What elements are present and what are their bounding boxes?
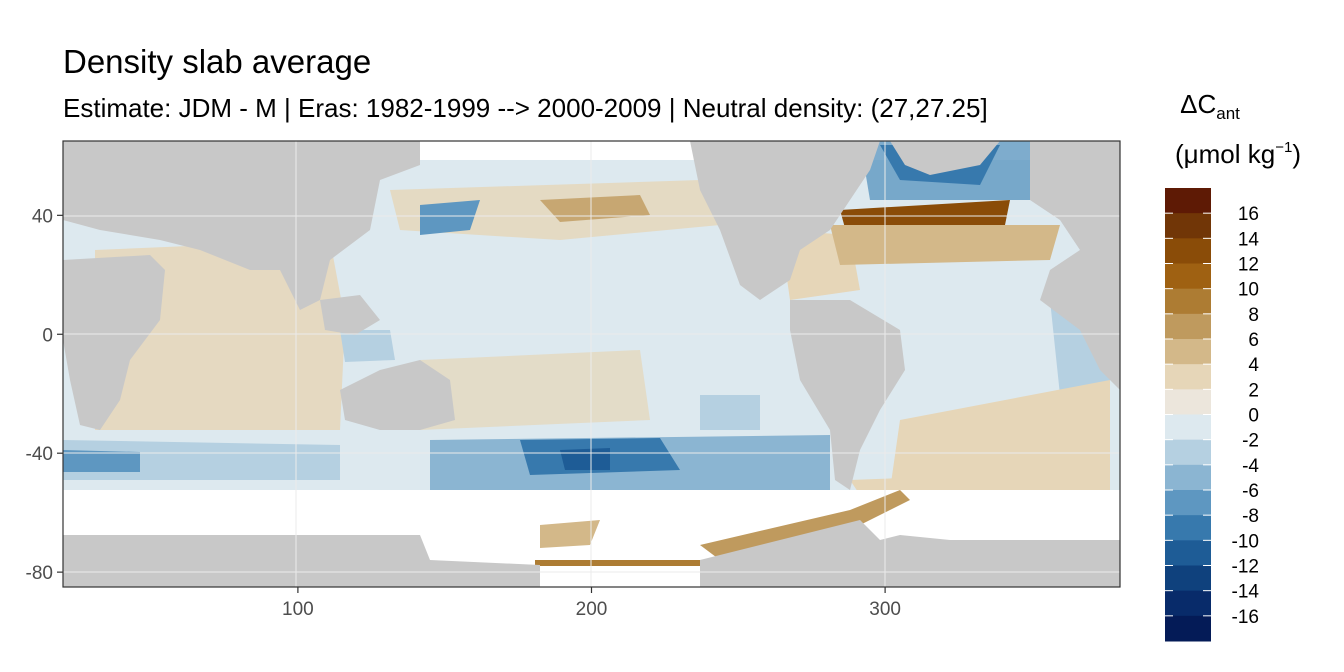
y-tick-label: 40 bbox=[32, 206, 53, 227]
legend-label: 10 bbox=[1238, 280, 1259, 301]
x-tick-label: 200 bbox=[576, 599, 608, 620]
land-masses bbox=[63, 141, 1120, 587]
y-tick-label: 0 bbox=[42, 325, 53, 346]
legend-label: -2 bbox=[1242, 431, 1259, 452]
legend-label: -16 bbox=[1232, 607, 1259, 628]
legend-swatch bbox=[1165, 464, 1211, 491]
legend-label: 14 bbox=[1238, 229, 1260, 250]
legend-label: -10 bbox=[1232, 531, 1259, 552]
legend-swatch bbox=[1165, 263, 1211, 290]
map-panel bbox=[62, 140, 1121, 588]
legend-label: -8 bbox=[1242, 506, 1259, 527]
shelf-patch bbox=[700, 490, 910, 560]
legend-swatch bbox=[1165, 615, 1211, 642]
legend-swatch bbox=[1165, 288, 1211, 315]
legend-swatch bbox=[1165, 515, 1211, 541]
legend-swatch bbox=[1165, 540, 1211, 566]
legend-label: -6 bbox=[1242, 481, 1259, 502]
shelf-patch bbox=[535, 560, 700, 566]
legend-label: 2 bbox=[1248, 380, 1259, 401]
legend-swatch bbox=[1165, 439, 1211, 466]
x-tick-label: 100 bbox=[282, 599, 314, 620]
legend-swatch bbox=[1165, 238, 1211, 264]
y-tick-label: -80 bbox=[26, 563, 53, 584]
x-axis: 100 200 300 bbox=[282, 587, 901, 620]
legend-swatch bbox=[1165, 565, 1211, 592]
legend-swatch bbox=[1165, 339, 1211, 365]
legend-colorbar bbox=[1165, 188, 1211, 642]
legend-swatch bbox=[1165, 313, 1211, 340]
grid-lines bbox=[63, 141, 1120, 587]
x-tick-label: 300 bbox=[869, 599, 901, 620]
legend-swatch bbox=[1165, 590, 1211, 617]
legend-label: 8 bbox=[1248, 305, 1259, 326]
legend-swatch bbox=[1165, 213, 1211, 239]
legend-label: 4 bbox=[1248, 355, 1259, 376]
legend-swatch bbox=[1165, 414, 1211, 441]
legend-labels: 16 14 12 10 8 6 4 2 0 -2 -4 -6 -8 -10 -12 -14 -16 bbox=[1165, 204, 1259, 628]
legend-label: 0 bbox=[1248, 406, 1259, 427]
legend-title: ΔCant bbox=[1180, 89, 1240, 123]
legend: ΔCant (μmol kg−1) 16 14 12 10 8 6 4 2 0 -2 -4 -6 -8 -… bbox=[1165, 89, 1301, 642]
shelf-patch bbox=[540, 520, 600, 548]
legend-label: -12 bbox=[1232, 557, 1259, 578]
legend-unit: (μmol kg−1) bbox=[1175, 139, 1301, 169]
y-tick-label: -40 bbox=[26, 444, 53, 465]
chart-title: Density slab average bbox=[63, 43, 372, 80]
legend-swatch bbox=[1165, 490, 1211, 516]
legend-label: -4 bbox=[1242, 456, 1259, 477]
legend-swatch bbox=[1165, 389, 1211, 415]
y-axis: 40 0 -40 -80 bbox=[26, 206, 63, 584]
legend-label: 6 bbox=[1248, 330, 1259, 351]
legend-swatch bbox=[1165, 364, 1211, 390]
legend-label: 12 bbox=[1238, 255, 1259, 276]
chart-subtitle: Estimate: JDM - M | Eras: 1982-1999 --> … bbox=[63, 93, 988, 123]
legend-label: 16 bbox=[1238, 204, 1259, 225]
legend-label: -14 bbox=[1232, 582, 1260, 603]
legend-swatch bbox=[1165, 188, 1211, 214]
